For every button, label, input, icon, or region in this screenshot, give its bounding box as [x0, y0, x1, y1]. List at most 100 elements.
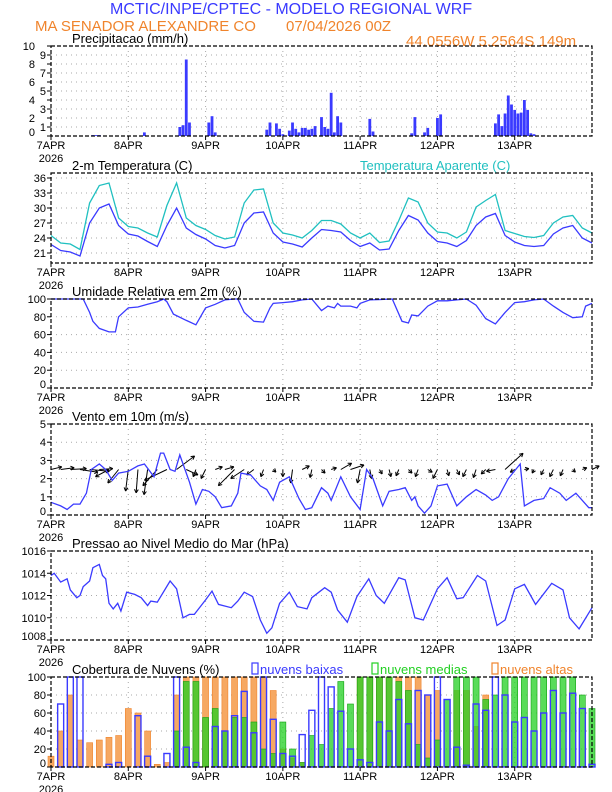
x-tick-label: 11APR [343, 140, 377, 152]
y-tick-label: 60 [34, 330, 46, 342]
wind-vector-head [347, 462, 353, 467]
x-tick-label: 9APR [191, 519, 220, 531]
wind-vector [559, 469, 564, 476]
precip-bar [265, 129, 269, 136]
temp-series-line-1 [50, 181, 593, 251]
wind-vector-head [524, 466, 530, 472]
cloud-bar-nuvens-medias [530, 676, 538, 768]
x-tick-label: 7APR [37, 644, 66, 656]
cloud-bar-nuvens-medias [289, 748, 296, 768]
precip-bar [294, 128, 298, 136]
wind-vector [350, 464, 365, 470]
x-tick-label: 8APR [114, 771, 143, 783]
wind-vector [446, 469, 450, 476]
precip-bar [181, 125, 185, 136]
x-tick-label: 13APR [497, 771, 532, 783]
apparent-temp-legend: Temperatura Aparente (C) [360, 158, 510, 173]
wind-vector-head [455, 470, 461, 476]
wind-vector-head [355, 479, 361, 484]
cloud-bar-nuvens-altas [76, 739, 84, 768]
wind-vector-head [432, 474, 437, 479]
wind-vector [340, 462, 352, 470]
precip-bar [320, 117, 323, 136]
y-tick-label: 24 [34, 233, 46, 245]
cloud-bar-nuvens-altas [424, 694, 432, 768]
precip-bar [522, 100, 526, 136]
y-tick-label: 1016 [22, 546, 46, 558]
rh-panel: 0 20 40 60 80 100 7APR 8APR 9APR 10APR 11APR 12APR 1… [28, 284, 593, 417]
y-tick-label: 3 [40, 455, 46, 467]
x-tick-label: 10APR [265, 519, 300, 531]
y-tick-label: 20 [34, 365, 46, 377]
wind-vector [472, 469, 477, 478]
y-tick-label: 1 [40, 492, 46, 504]
y-tick-label: 2 [40, 474, 46, 486]
cloud-bar-nuvens-baixas [404, 723, 413, 768]
rh-title: Umidade Relativa em 2m (%) [72, 284, 242, 299]
pressure-series-line-0 [50, 563, 593, 635]
y-tick-label: 4 [29, 95, 35, 107]
cloud-bar-nuvens-altas [86, 742, 93, 768]
precip-bar [439, 114, 443, 136]
cloud-bar-nuvens-baixas [530, 730, 538, 768]
y-tick-label: 33 [34, 188, 46, 200]
wind-vector-head [142, 490, 147, 495]
precip-bar [436, 118, 439, 136]
cloud-bar-nuvens-baixas [385, 730, 393, 768]
legend-swatch [371, 662, 379, 675]
cloud-bar-nuvens-baixas [105, 763, 113, 768]
temp-title: 2-m Temperatura (C) [72, 158, 192, 173]
x-year-label: 2026 [39, 657, 63, 669]
wind-series-line-0 [50, 452, 592, 515]
cloud-bar-nuvens-medias [356, 676, 364, 768]
y-tick-label: 10 [23, 41, 35, 53]
wind-vector-head [190, 455, 196, 460]
wind-vector-head [321, 469, 326, 474]
x-year-label: 2026 [39, 280, 63, 292]
wind-vector-head [549, 472, 554, 478]
y-tick-label: 1014 [22, 568, 46, 580]
y-tick-label: 2 [29, 113, 35, 125]
wind-vector-head [259, 472, 265, 478]
precip-bar [287, 130, 291, 136]
wind-vector-head [308, 473, 314, 478]
cloud-bar-nuvens-medias [192, 681, 200, 768]
legend-swatch [251, 662, 259, 675]
pressure-panel: 1008 1010 1012 1014 1016 7APR 8APR 9APR 10APR 11A… [22, 536, 593, 669]
precip-bar [516, 113, 520, 136]
cloud-bar-nuvens-medias [250, 721, 258, 768]
precip-bar [503, 113, 507, 136]
wind-vector [107, 469, 120, 484]
wind-vector-head [192, 472, 197, 478]
wind-vector-head [395, 471, 400, 477]
cloud-bar-nuvens-medias [202, 717, 209, 768]
precip-bar [207, 122, 211, 136]
wind-vector-head [414, 472, 419, 478]
wind-vector-head [428, 468, 433, 473]
rh-series-line-0 [51, 298, 593, 333]
precip-bar [336, 116, 340, 136]
wind-vector-head [271, 468, 277, 473]
precip-bar [188, 122, 191, 136]
wind-vector [486, 469, 496, 472]
temp-series-line-0 [50, 203, 593, 257]
cloud-bar-nuvens-baixas [134, 715, 142, 768]
cloud-bar-nuvens-baixas [211, 725, 219, 768]
cloud-bar-nuvens-medias [434, 739, 441, 768]
y-tick-label: 100 [28, 672, 46, 684]
precip-bar [526, 109, 529, 136]
precip-bar [519, 112, 523, 136]
x-tick-label: 10APR [265, 267, 300, 279]
x-tick-label: 10APR [265, 771, 300, 783]
wind-vector [230, 469, 245, 479]
wind-vector-head [571, 468, 576, 473]
y-tick-label: 1012 [22, 591, 46, 603]
cloud-bar-nuvens-medias [211, 708, 219, 768]
y-tick-label: 1 [40, 122, 46, 134]
x-year-label: 2026 [39, 784, 63, 792]
x-tick-label: 8APR [114, 519, 143, 531]
y-tick-label: 0 [40, 758, 46, 770]
wind-vector-head [472, 473, 477, 478]
cloud-bar-nuvens-baixas [559, 712, 567, 768]
